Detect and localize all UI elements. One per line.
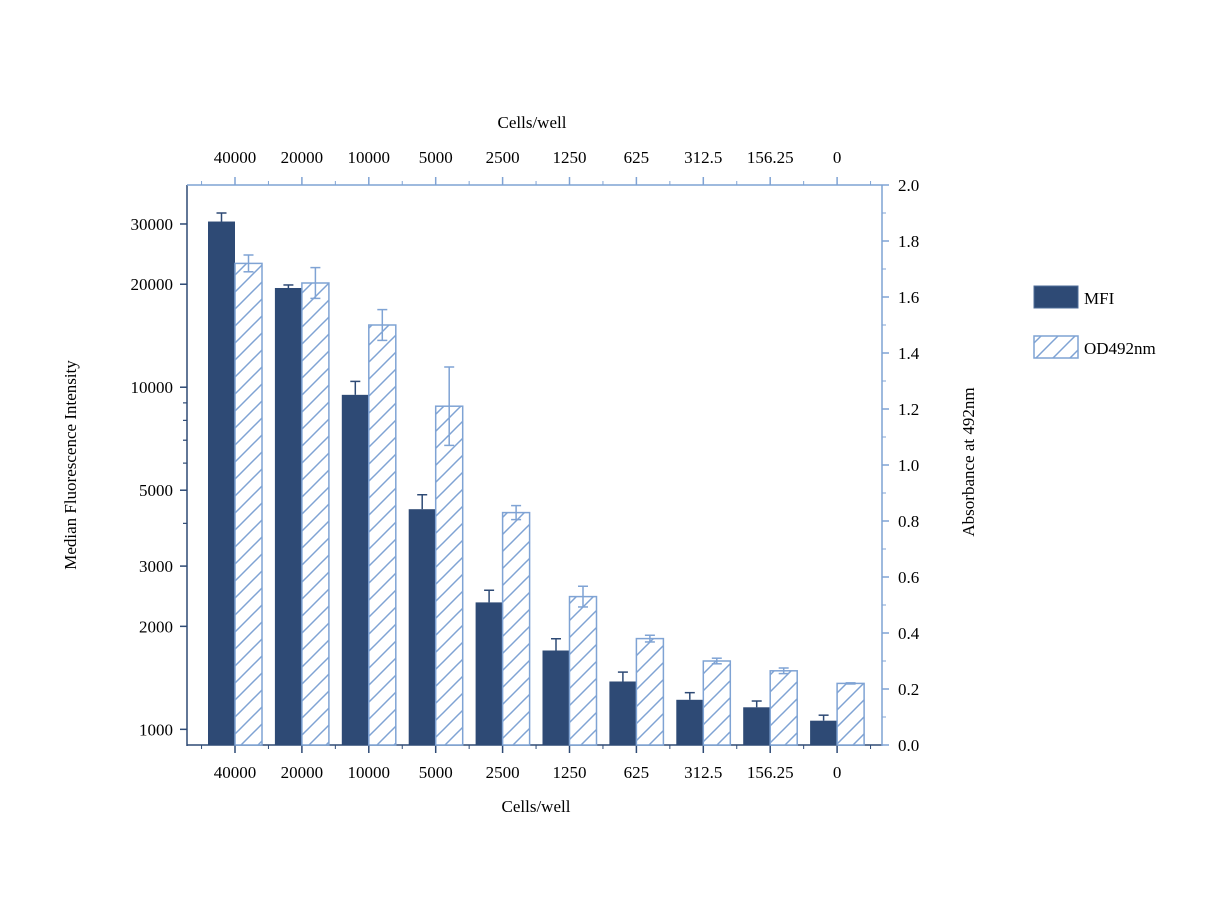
legend-label-od492nm: OD492nm (1084, 339, 1156, 358)
right-axis-title: Absorbance at 492nm (959, 387, 978, 536)
legend-swatch-od492nm (1033, 335, 1079, 359)
top-axis-tick-label: 1250 (553, 148, 587, 167)
top-axis-tick-label: 20000 (281, 148, 324, 167)
od492nm-bar (368, 324, 397, 746)
left-axis-tick-label: 2000 (139, 617, 173, 636)
top-axis-tick-label: 625 (624, 148, 650, 167)
bottom-axis-tick-label: 156.25 (747, 763, 794, 782)
left-axis-tick-label: 10000 (131, 378, 174, 397)
bottom-axis-tick-label: 20000 (281, 763, 324, 782)
left-axis-ticks: 1000 2000 3000 5000 10000 20000 30000 (131, 215, 187, 739)
mfi-bar (542, 650, 570, 745)
top-axis-tick-label: 10000 (348, 148, 391, 167)
top-axis-tick-label: 5000 (419, 148, 453, 167)
right-axis-ticks: 0.0 0.2 0.4 0.6 0.8 1.0 1.2 1.4 1.6 1.8 2.0 (882, 176, 920, 755)
od492nm-bar (434, 405, 464, 746)
left-axis-tick-label: 30000 (131, 215, 174, 234)
mfi-bar (810, 720, 838, 745)
right-axis-tick-label: 0.8 (898, 512, 919, 531)
od492nm-bar (836, 682, 865, 746)
top-axis-tick-label: 156.25 (747, 148, 794, 167)
od492nm-bar (234, 262, 263, 746)
od492nm-bar (301, 282, 330, 746)
left-axis-tick-label: 20000 (131, 275, 174, 294)
top-axis-title: Cells/well (498, 113, 567, 132)
od492nm-bar (702, 660, 732, 746)
top-axis-tick-label: 40000 (214, 148, 257, 167)
bottom-axis-title: Cells/well (502, 797, 571, 816)
bottom-axis-tick-label: 10000 (348, 763, 391, 782)
right-axis-tick-label: 1.0 (898, 456, 919, 475)
right-axis-tick-label: 1.8 (898, 232, 919, 251)
od492nm-bar (635, 637, 665, 746)
category-ticks: 40000 40000 20000 20000 10000 10000 5000 5000 25… (201, 148, 872, 782)
right-axis-tick-label: 0.2 (898, 680, 919, 699)
legend: MFI OD492nm (1033, 285, 1156, 359)
left-axis-title: Median Fluorescence Intensity (61, 360, 80, 570)
bottom-axis-tick-label: 0 (833, 763, 842, 782)
mfi-bar (475, 602, 503, 745)
bars (208, 212, 865, 746)
right-axis-tick-label: 1.6 (898, 288, 919, 307)
bottom-axis-tick-label: 5000 (419, 763, 453, 782)
left-axis-tick-label: 5000 (139, 481, 173, 500)
top-axis-tick-label: 0 (833, 148, 842, 167)
mfi-bar (743, 707, 771, 745)
bottom-axis-tick-label: 1250 (553, 763, 587, 782)
bottom-axis-tick-label: 40000 (214, 763, 257, 782)
mfi-bar (408, 509, 436, 745)
right-axis-tick-label: 1.2 (898, 400, 919, 419)
top-axis-tick-label: 312.5 (684, 148, 722, 167)
right-axis-tick-label: 2.0 (898, 176, 919, 195)
mfi-bar (609, 681, 637, 745)
od492nm-bar (501, 511, 531, 746)
od492nm-bar (769, 670, 798, 746)
left-axis-tick-label: 3000 (139, 557, 173, 576)
mfi-bar (208, 221, 235, 745)
legend-label-mfi: MFI (1084, 289, 1115, 308)
mfi-bar (676, 699, 704, 745)
od492nm-bar (568, 595, 598, 746)
mfi-bar (274, 287, 302, 745)
right-axis-tick-label: 1.4 (898, 344, 920, 363)
right-axis-tick-label: 0.0 (898, 736, 919, 755)
bottom-axis-tick-label: 2500 (486, 763, 520, 782)
bottom-axis-tick-label: 312.5 (684, 763, 722, 782)
legend-swatch-mfi (1033, 285, 1079, 309)
top-axis-tick-label: 2500 (486, 148, 520, 167)
bottom-axis-tick-label: 625 (624, 763, 650, 782)
right-axis-tick-label: 0.6 (898, 568, 919, 587)
left-axis-tick-label: 1000 (139, 720, 173, 739)
mfi-bar (341, 394, 369, 745)
right-axis-tick-label: 0.4 (898, 624, 920, 643)
